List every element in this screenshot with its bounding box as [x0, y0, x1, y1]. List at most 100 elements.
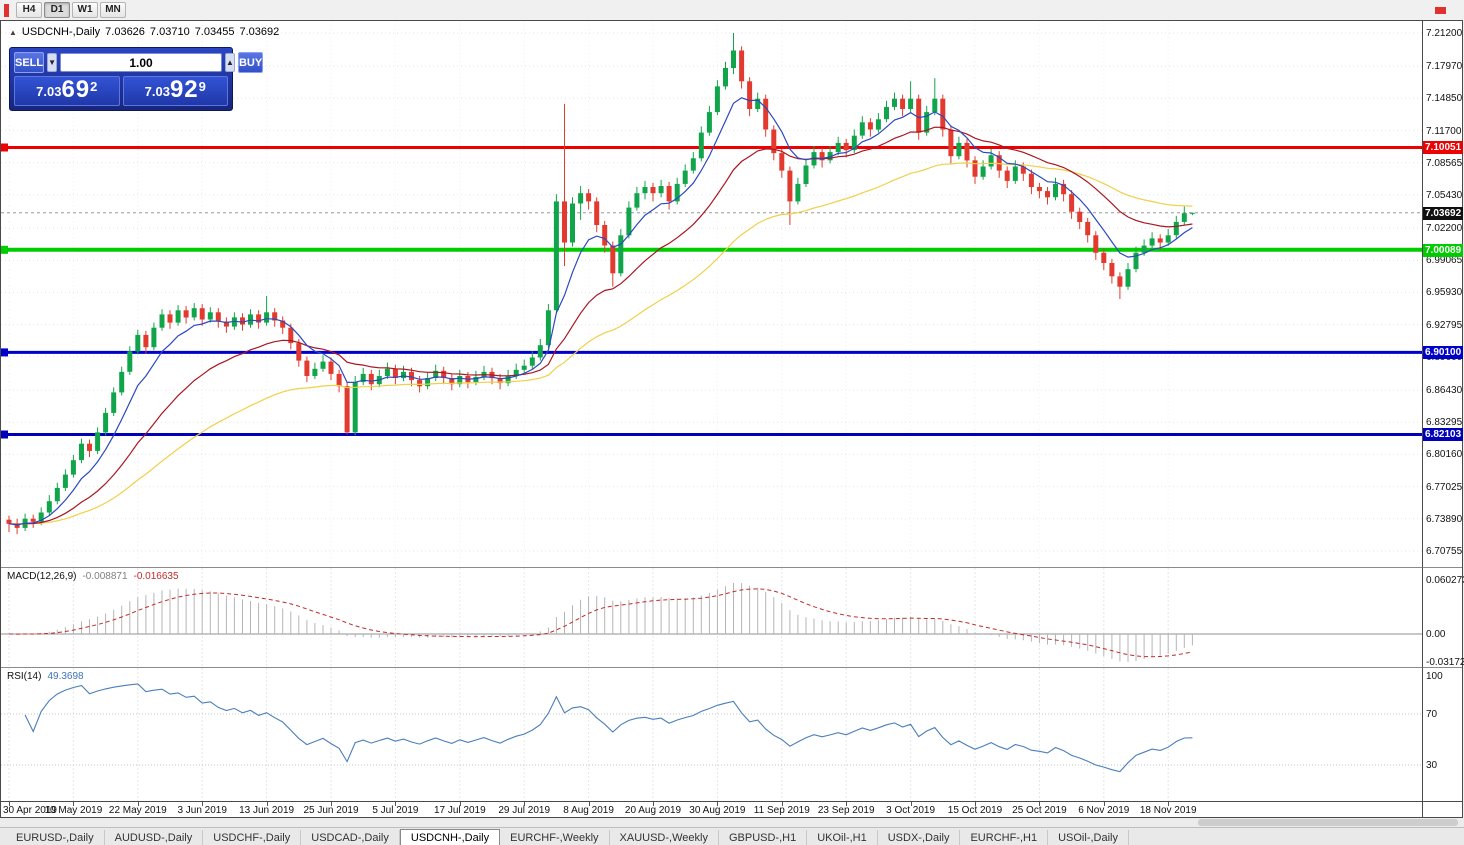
time-axis-tick — [1039, 802, 1041, 806]
price-axis-label: 6.83295 — [1426, 417, 1463, 429]
chart-close-value: 7.03692 — [239, 26, 280, 38]
time-axis-tick — [9, 802, 10, 806]
volume-decrease-button[interactable]: ▼ — [47, 53, 58, 72]
sell-price-button[interactable]: 7.03 69 2 — [14, 76, 120, 106]
timeframe-button-mn[interactable]: MN — [100, 2, 126, 18]
rsi-indicator-pane[interactable]: RSI(14) 49.3698 — [1, 667, 1422, 801]
time-axis-tick — [202, 802, 204, 806]
time-axis-label: 13 Jun 2019 — [239, 805, 295, 816]
timeframe-toolbar: H4 D1 W1 MN — [0, 0, 1464, 20]
sell-button[interactable]: SELL — [14, 52, 45, 73]
time-axis[interactable]: 30 Apr 2019 10 May 2019 22 May 2019 3 Jun 2… — [1, 801, 1462, 818]
time-axis-label: 6 Nov 2019 — [1078, 805, 1130, 816]
one-click-collapse-icon[interactable]: ▲ — [9, 28, 17, 37]
candlestick-chart — [1, 21, 1422, 567]
chart-tab-eurchf-weekly[interactable]: EURCHF-,Weekly — [500, 830, 610, 845]
price-axis-label: 7.08565 — [1426, 157, 1463, 169]
chart-tab-audusd-daily[interactable]: AUDUSD-,Daily — [105, 830, 204, 845]
price-axis-label: 7.17970 — [1426, 61, 1463, 73]
chart-tab-xauusd-weekly[interactable]: XAUUSD-,Weekly — [610, 830, 719, 845]
price-axis-label: 6.80160 — [1426, 449, 1463, 461]
time-axis-label: 23 Sep 2019 — [817, 805, 875, 816]
price-axis-label: 6.86430 — [1426, 385, 1463, 397]
volume-input[interactable] — [60, 53, 223, 72]
time-axis-tick — [910, 802, 912, 806]
rsi-axis-label: 30 — [1426, 760, 1438, 771]
scrollbar-thumb[interactable] — [1198, 819, 1458, 826]
time-axis-tick — [975, 802, 976, 806]
time-axis-tick — [1168, 802, 1170, 806]
axis-separator — [1422, 802, 1423, 818]
time-axis-label: 29 Jul 2019 — [498, 805, 551, 816]
macd-signal-value: -0.016635 — [133, 571, 179, 582]
timeframe-button-h4[interactable]: H4 — [16, 2, 42, 18]
price-chart-pane[interactable]: ▲ USDCNH-,Daily 7.03626 7.03710 7.03455 7.036… — [1, 21, 1422, 567]
time-axis-tick — [331, 802, 332, 806]
ask-price-sup: 9 — [198, 79, 206, 94]
time-axis-tick — [588, 802, 590, 806]
buy-price-button[interactable]: 7.03 92 9 — [122, 76, 228, 106]
time-axis-tick — [653, 802, 654, 806]
macd-axis-label: 0.00 — [1426, 629, 1446, 640]
price-axis-label: 7.14850 — [1426, 93, 1463, 105]
chart-symbol-label: USDCNH-,Daily — [21, 26, 101, 38]
time-axis-label: 30 Apr 2019 — [3, 805, 57, 816]
price-axis-label: 7.11700 — [1426, 125, 1462, 137]
time-axis-label: 17 Jul 2019 — [433, 805, 486, 816]
macd-axis-label: -0.031725 — [1426, 657, 1464, 668]
price-axis[interactable]: 7.21200 7.17970 7.14850 7.11700 7.08565 7.054… — [1422, 21, 1463, 567]
time-axis-label: 10 May 2019 — [44, 805, 103, 816]
chart-tab-usoil-daily[interactable]: USOil-,Daily — [1048, 830, 1129, 845]
chevron-down-icon: ▼ — [48, 57, 57, 67]
chart-tab-gbpusd-h1[interactable]: GBPUSD-,H1 — [719, 830, 808, 845]
chart-tab-eurusd-daily[interactable]: EURUSD-,Daily — [6, 830, 105, 845]
price-axis-label: 6.99065 — [1426, 255, 1463, 267]
chart-tab-usdchf-daily[interactable]: USDCHF-,Daily — [203, 830, 302, 845]
time-axis-tick — [266, 802, 268, 806]
buy-button[interactable]: BUY — [237, 52, 264, 73]
time-axis-label: 8 Aug 2019 — [563, 805, 614, 816]
ask-price-prefix: 7.03 — [144, 84, 170, 99]
time-axis-tick — [717, 802, 719, 806]
chart-title: ▲ USDCNH-,Daily 7.03626 7.03710 7.03455 7.036… — [9, 26, 284, 38]
red-marker-icon — [4, 3, 9, 17]
horizontal-scrollbar[interactable] — [0, 818, 1464, 827]
chart-tab-eurchf-h1[interactable]: EURCHF-,H1 — [960, 830, 1049, 845]
macd-main-value: -0.008871 — [82, 571, 128, 582]
time-axis-label: 18 Nov 2019 — [1139, 805, 1197, 816]
time-axis-label: 5 Jul 2019 — [372, 805, 419, 816]
price-axis-label: 7.02200 — [1426, 223, 1463, 235]
price-axis-label: 6.70755 — [1426, 546, 1463, 557]
bid-price-big: 69 — [61, 76, 91, 103]
timeframe-button-w1[interactable]: W1 — [72, 2, 98, 18]
price-line-badge: 6.90100 — [1423, 346, 1463, 360]
macd-chart — [1, 568, 1422, 667]
rsi-value: 49.3698 — [47, 671, 84, 682]
macd-indicator-pane[interactable]: MACD(12,26,9) -0.008871 -0.016635 — [1, 567, 1422, 667]
time-axis-tick — [137, 802, 139, 806]
price-axis-label: 7.21200 — [1426, 28, 1463, 39]
time-axis-tick — [781, 802, 783, 806]
timeframe-button-d1[interactable]: D1 — [44, 2, 70, 18]
volume-increase-button[interactable]: ▲ — [225, 53, 235, 72]
price-axis-label: 6.73890 — [1426, 513, 1463, 525]
time-axis-tick — [459, 802, 461, 806]
chart-tab-ukoil-h1[interactable]: UKOil-,H1 — [807, 830, 878, 845]
macd-axis-label: 0.060273 — [1426, 574, 1464, 586]
chart-tab-usdcnh-daily[interactable]: USDCNH-,Daily — [399, 829, 501, 845]
rsi-axis-label: 70 — [1426, 709, 1438, 720]
rsi-axis[interactable]: 100 70 30 — [1422, 667, 1462, 801]
macd-axis[interactable]: 0.060273 0.00 -0.031725 — [1422, 567, 1464, 668]
chart-tab-usdx-daily[interactable]: USDX-,Daily — [878, 830, 961, 845]
bid-price-prefix: 7.03 — [36, 84, 62, 99]
price-line-badge: 7.00089 — [1423, 243, 1463, 257]
price-line-badge: 6.82103 — [1423, 428, 1463, 442]
time-axis-label: 11 Sep 2019 — [753, 805, 810, 816]
time-axis-label: 20 Aug 2019 — [624, 805, 682, 816]
rsi-axis-label: 100 — [1426, 670, 1443, 682]
time-axis-label: 25 Jun 2019 — [303, 805, 359, 816]
bid-price-sup: 2 — [90, 79, 98, 94]
chart-tab-usdcad-daily[interactable]: USDCAD-,Daily — [301, 830, 400, 845]
